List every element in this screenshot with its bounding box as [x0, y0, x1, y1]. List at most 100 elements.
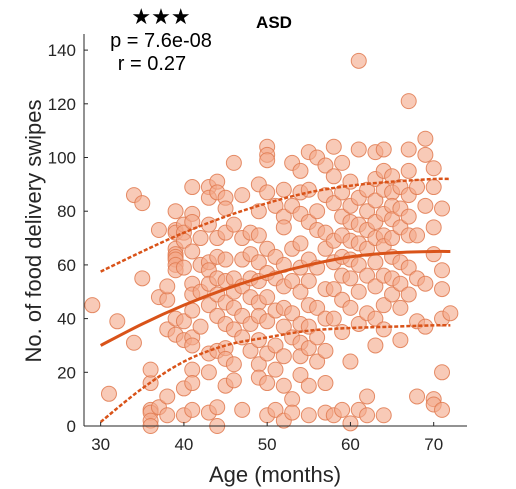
data-point	[342, 353, 359, 370]
data-point	[159, 291, 176, 308]
data-point	[334, 324, 351, 341]
data-point	[175, 313, 192, 330]
data-point	[142, 361, 159, 378]
data-point	[350, 141, 367, 158]
data-point	[400, 259, 417, 276]
data-point	[292, 283, 309, 300]
data-point	[325, 310, 342, 327]
data-point	[367, 337, 384, 354]
data-point	[184, 361, 201, 378]
data-point	[417, 146, 434, 163]
data-point	[434, 281, 451, 298]
y-tick-label: 120	[48, 95, 76, 114]
data-point	[300, 273, 317, 290]
data-point	[325, 281, 342, 298]
data-point	[300, 181, 317, 198]
data-point	[200, 216, 217, 233]
data-point	[217, 251, 234, 268]
data-point	[84, 297, 101, 314]
chart-title: ASD	[256, 13, 292, 32]
data-point	[400, 286, 417, 303]
fit-line	[99, 249, 451, 347]
x-tick-label: 50	[258, 435, 277, 454]
data-point	[159, 407, 176, 424]
r-value-text: r = 0.27	[118, 53, 186, 75]
data-point	[400, 141, 417, 158]
data-point	[250, 203, 267, 220]
data-point	[300, 340, 317, 357]
data-point	[400, 162, 417, 179]
data-point	[425, 179, 442, 196]
data-point	[392, 299, 409, 316]
data-point	[192, 318, 209, 335]
data-point	[392, 332, 409, 349]
y-tick-label: 20	[57, 363, 76, 382]
data-point	[284, 391, 301, 408]
data-point	[359, 388, 376, 405]
y-tick-label: 40	[57, 310, 76, 329]
data-point	[342, 270, 359, 287]
x-tick-label: 60	[341, 435, 360, 454]
data-point	[167, 203, 184, 220]
data-point	[392, 275, 409, 292]
data-point	[417, 130, 434, 147]
data-point	[375, 321, 392, 338]
data-point	[242, 342, 259, 359]
data-point	[334, 184, 351, 201]
data-point	[275, 348, 292, 365]
data-point	[225, 356, 242, 373]
data-point	[409, 179, 426, 196]
data-point	[325, 138, 342, 155]
x-tick-label: 40	[174, 435, 193, 454]
data-point	[375, 407, 392, 424]
data-point	[225, 216, 242, 233]
data-point	[359, 267, 376, 284]
data-point	[350, 283, 367, 300]
data-point	[134, 195, 151, 212]
data-point	[400, 208, 417, 225]
y-tick-label: 0	[67, 417, 76, 436]
data-point	[184, 375, 201, 392]
data-point	[200, 364, 217, 381]
data-point	[434, 262, 451, 279]
data-point	[250, 254, 267, 271]
data-point	[367, 254, 384, 271]
data-point	[334, 154, 351, 171]
data-point	[384, 286, 401, 303]
data-point	[317, 342, 334, 359]
data-point	[209, 399, 226, 416]
data-point	[292, 162, 309, 179]
y-tick-label: 60	[57, 256, 76, 275]
data-point	[375, 141, 392, 158]
x-tick-label: 70	[424, 435, 443, 454]
data-point	[159, 388, 176, 405]
data-point	[275, 219, 292, 236]
data-point	[350, 52, 367, 69]
data-point	[309, 353, 326, 370]
data-point	[325, 195, 342, 212]
data-point	[259, 184, 276, 201]
data-point	[225, 154, 242, 171]
upper-bound-line	[100, 177, 451, 273]
data-point	[184, 401, 201, 418]
data-point	[184, 213, 201, 230]
fit-lines	[99, 177, 451, 423]
data-point	[275, 377, 292, 394]
data-point	[234, 401, 251, 418]
data-point	[334, 401, 351, 418]
y-axis-label: No. of food delivery swipes	[21, 100, 46, 363]
data-point	[284, 404, 301, 421]
data-point	[225, 372, 242, 389]
data-point	[292, 235, 309, 252]
y-tick-label: 100	[48, 149, 76, 168]
data-point	[234, 187, 251, 204]
data-point	[300, 377, 317, 394]
data-point	[417, 275, 434, 292]
data-point	[259, 289, 276, 306]
data-point	[434, 401, 451, 418]
data-point	[384, 230, 401, 247]
data-point	[275, 181, 292, 198]
data-point	[134, 270, 151, 287]
data-point	[359, 181, 376, 198]
